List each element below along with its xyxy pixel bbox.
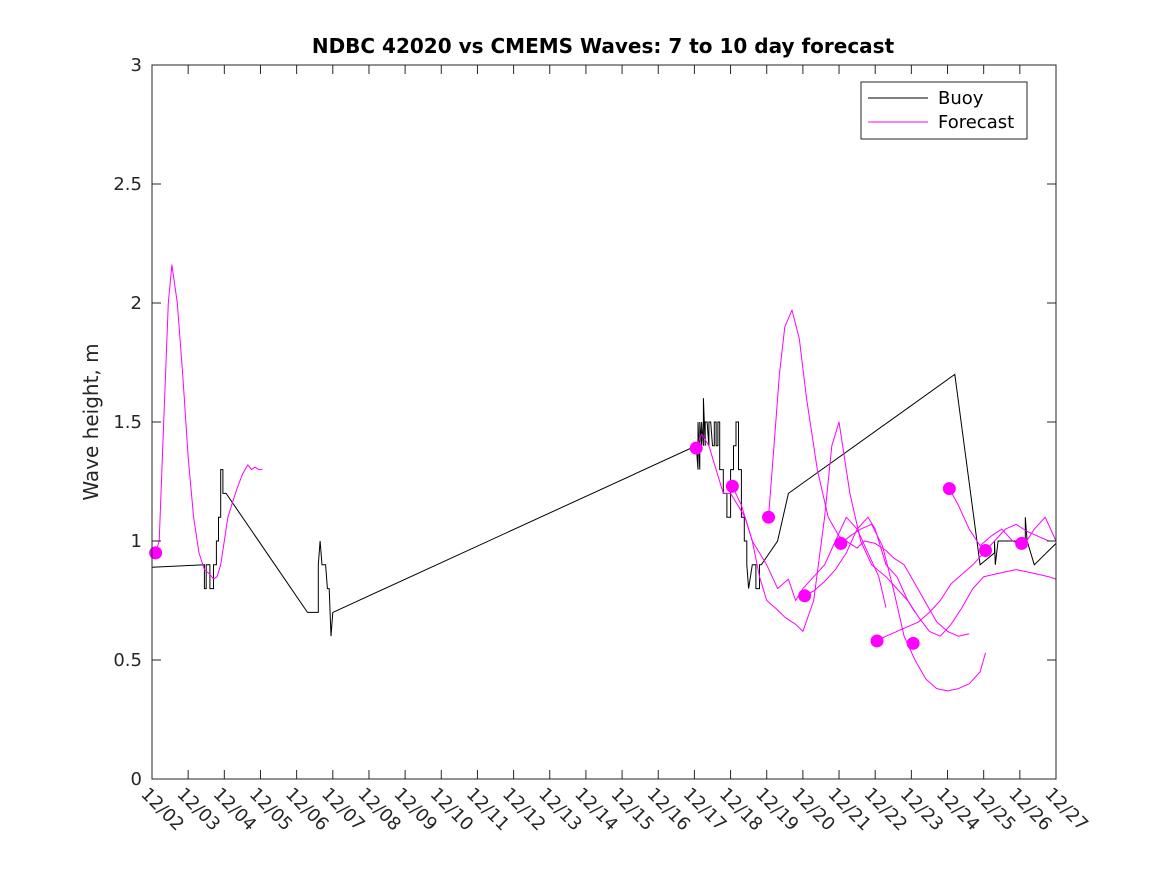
y-tick-label: 0 [131, 769, 142, 790]
plot-area [152, 65, 1056, 779]
forecast-line-6 [840, 523, 986, 692]
forecast-start-marker [978, 544, 992, 558]
y-tick-label: 1.5 [113, 412, 142, 433]
forecast-start-marker [1015, 536, 1029, 550]
forecast-start-marker [870, 634, 884, 648]
y-tick-label: 3 [131, 55, 142, 76]
forecast-line-2 [695, 433, 887, 608]
forecast-start-marker [834, 536, 848, 550]
forecast-start-marker [906, 636, 920, 650]
forecast-line-1 [155, 264, 263, 580]
y-tick-label: 0.5 [113, 650, 142, 671]
forecast-start-marker [798, 589, 812, 603]
chart-title: NDBC 42020 vs CMEMS Waves: 7 to 10 day f… [312, 34, 895, 58]
forecast-line-5 [804, 516, 1057, 637]
forecast-line-7 [876, 523, 1056, 642]
buoy-line [151, 373, 1057, 637]
legend: Buoy Forecast [860, 81, 1028, 140]
forecast-line-8 [948, 488, 1057, 547]
y-tick-label: 1 [131, 531, 142, 552]
legend-buoy-label: Buoy [938, 88, 984, 109]
forecast-start-marker [725, 479, 739, 493]
y-axis-label: Wave height, m [79, 343, 103, 500]
forecast-line-3 [731, 421, 916, 632]
forecast-line-4 [768, 309, 970, 637]
legend-box [860, 81, 1028, 140]
y-tick-label: 2 [131, 293, 142, 314]
y-axis: 0 0.5 1 1.5 2 2.5 3 [113, 55, 1056, 790]
y-tick-label: 2.5 [113, 174, 142, 195]
series-layer [151, 264, 1057, 692]
forecast-start-marker [689, 441, 703, 455]
legend-forecast-label: Forecast [938, 112, 1014, 133]
forecast-start-marker [762, 510, 776, 524]
forecast-start-marker [942, 482, 956, 496]
forecast-start-marker [149, 546, 163, 560]
